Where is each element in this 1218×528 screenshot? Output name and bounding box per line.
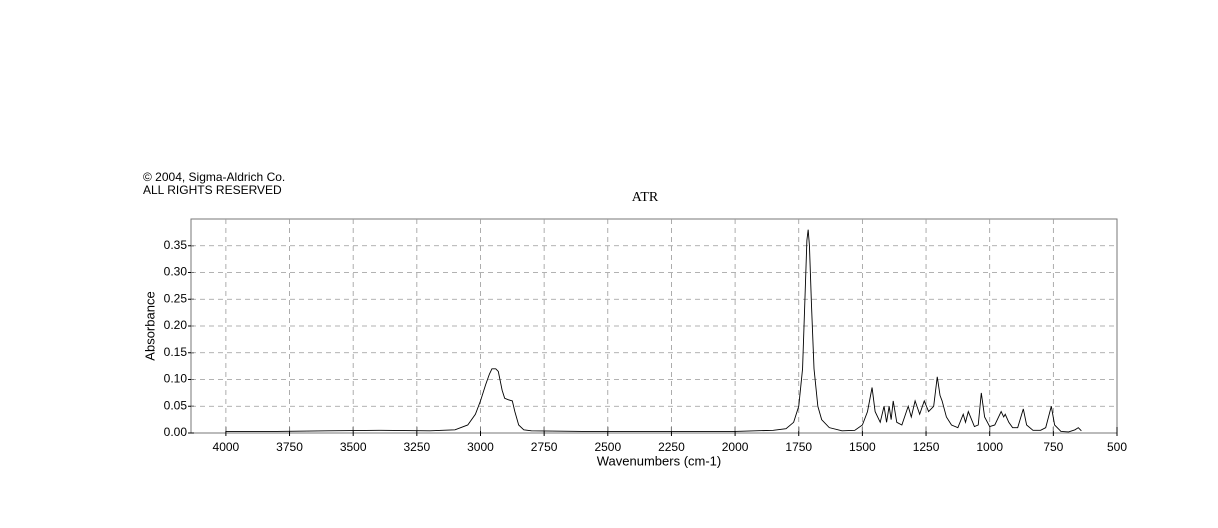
y-tick-label: 0.30 <box>164 265 188 279</box>
x-tick-label: 3000 <box>467 440 494 454</box>
y-tick-label: 0.05 <box>164 398 188 412</box>
chart-title: ATR <box>632 190 659 205</box>
y-tick-label: 0.25 <box>164 291 188 305</box>
x-tick-label: 1750 <box>785 440 812 454</box>
spectrum-line <box>225 229 1082 433</box>
x-tick-label: 1500 <box>849 440 876 454</box>
x-tick-label: 2750 <box>531 440 558 454</box>
x-axis-label: Wavenumbers (cm-1) <box>597 453 721 468</box>
x-tick-label: 750 <box>1043 440 1063 454</box>
y-tick-label: 0.35 <box>164 238 188 252</box>
copyright: ALL RIGHTS RESERVED <box>143 183 282 197</box>
x-tick-label: 1000 <box>976 440 1003 454</box>
x-tick-label: 2000 <box>722 440 749 454</box>
y-axis-label: Absorbance <box>142 291 157 360</box>
x-tick-label: 4000 <box>213 440 240 454</box>
y-tick-label: 0.00 <box>164 425 188 439</box>
x-tick-label: 500 <box>1107 440 1127 454</box>
x-tick-label: 3500 <box>340 440 367 454</box>
x-tick-label: 1250 <box>913 440 940 454</box>
y-tick-label: 0.10 <box>164 372 188 386</box>
x-tick-label: 3250 <box>403 440 430 454</box>
y-tick-label: 0.20 <box>164 318 188 332</box>
x-tick-label: 2250 <box>658 440 685 454</box>
x-tick-label: 2500 <box>594 440 621 454</box>
x-tick-label: 3750 <box>276 440 303 454</box>
y-tick-label: 0.15 <box>164 345 188 359</box>
copyright: © 2004, Sigma-Aldrich Co. <box>143 170 285 184</box>
